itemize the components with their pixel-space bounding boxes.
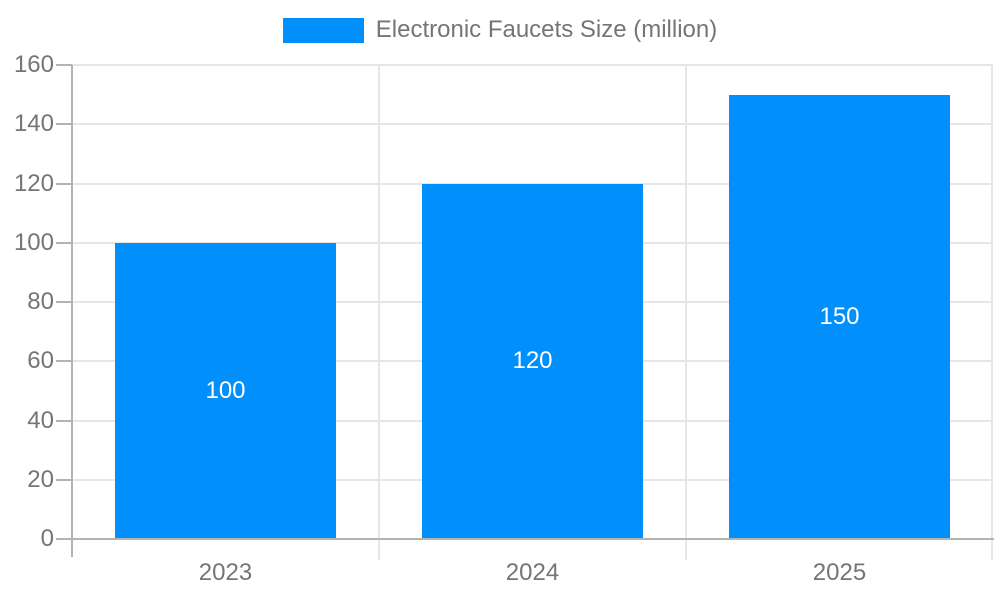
bar-2023[interactable]: 100: [115, 242, 336, 539]
legend-item[interactable]: Electronic Faucets Size (million): [0, 15, 1000, 45]
gridline-x-3: [991, 65, 993, 560]
y-axis-tick: [56, 478, 72, 481]
bar-value-label: 100: [205, 376, 246, 404]
y-axis-tick-label: 140: [13, 110, 54, 138]
y-axis-tick-label: 80: [27, 288, 54, 315]
y-axis-tick-label: 20: [27, 465, 54, 493]
plot-area: 0 20 40 60 80 100 120 140 160 100 120 150 2023 2024 20…: [14, 53, 994, 585]
legend-label: Electronic Faucets Size (million): [375, 16, 718, 43]
x-axis-label-2024: 2024: [505, 559, 560, 586]
y-axis-tick: [56, 123, 72, 126]
legend-swatch: [282, 17, 364, 43]
bar-2024[interactable]: 120: [422, 183, 643, 539]
gridline-y-160: [72, 64, 993, 66]
y-axis-tick: [56, 182, 72, 185]
gridline-x-2: [685, 65, 687, 560]
y-axis-tick: [56, 241, 72, 244]
x-axis-line: [71, 538, 994, 540]
y-axis-tick-label: 40: [27, 406, 54, 434]
y-axis-tick-label: 0: [40, 525, 54, 552]
y-axis-tick: [56, 360, 72, 363]
bar-2025[interactable]: 150: [729, 94, 950, 539]
gridline-x-1: [378, 65, 380, 560]
y-axis-tick-label: 120: [13, 169, 54, 197]
y-axis-tick-label: 100: [13, 228, 54, 256]
bar-value-label: 120: [512, 347, 553, 375]
y-axis-tick: [56, 538, 72, 540]
x-axis-label-2025: 2025: [812, 559, 867, 586]
y-axis-tick-label: 160: [13, 51, 54, 78]
x-axis-label-2023: 2023: [198, 559, 253, 586]
y-axis-tick-label: 60: [27, 347, 54, 375]
gridline-y-140: [72, 123, 993, 126]
y-axis-tick: [56, 419, 72, 422]
y-axis-tick: [56, 301, 72, 303]
y-axis-line: [71, 65, 73, 557]
bar-value-label: 150: [819, 302, 860, 330]
y-axis-tick: [56, 64, 72, 66]
